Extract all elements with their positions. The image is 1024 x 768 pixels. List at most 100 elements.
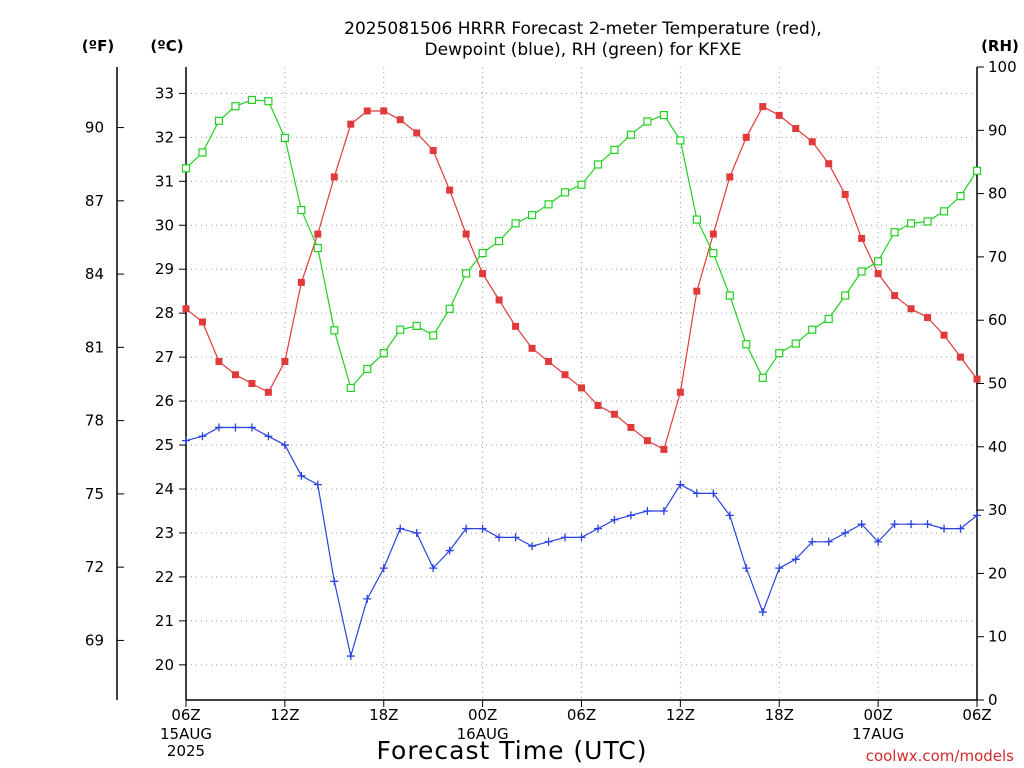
rh-point [181,164,191,173]
dewpoint-point [412,528,421,537]
temperature-point [479,270,487,278]
x-tick-label: 12Z [666,706,695,724]
temperature-point [957,353,965,361]
dewpoint-point [231,423,240,432]
y-tick-label-celsius: 27 [155,348,174,366]
y-tick-label-fahrenheit: 72 [85,558,104,576]
rh-point [214,116,224,125]
dewpoint-point [429,564,438,573]
dewpoint-point [956,524,965,533]
temperature-point [215,358,223,366]
dewpoint-point [495,533,504,542]
rh-point [824,314,833,324]
x-tick-label: 06Z [962,706,991,724]
temperature-point [709,230,717,238]
temperature-point [792,125,800,133]
y-tick-label-celsius: 33 [155,84,174,102]
y-tick-label-rh: 100 [988,58,1017,76]
dewpoint-point [890,520,899,529]
dewpoint-point [610,515,619,524]
y-tick-label-celsius: 20 [155,656,174,674]
dewpoint-point [857,520,866,529]
dewpoint-point [313,480,322,489]
rh-point [659,111,668,120]
dewpoint-point [247,423,256,432]
temperature-point [330,173,338,181]
temperature-point [973,375,981,383]
temperature-point [841,190,849,198]
rh-point [725,291,734,300]
y-tick-label-fahrenheit: 69 [85,631,104,649]
y-tick-label-celsius: 24 [155,480,174,498]
rh-point [330,326,339,335]
temperature-point [742,133,750,141]
temperature-point [940,331,948,339]
temperature-point [627,423,635,431]
temperature-point [891,292,899,300]
temperature-point [726,173,734,181]
dewpoint-point [198,432,207,441]
rh-point [906,219,916,228]
rh-point [692,215,701,224]
y-tick-label-fahrenheit: 84 [85,265,104,283]
dewpoint-point [280,441,289,450]
dewpoint-point [363,594,372,603]
dewpoint-point [182,436,190,445]
rh-point [544,200,553,209]
dewpoint-point [544,537,553,546]
temperature-series [182,103,981,453]
y-tick-label-rh: 20 [988,564,1007,582]
temperature-point [545,358,553,366]
y-tick-label-celsius: 29 [155,260,174,278]
dewpoint-point [725,511,734,520]
y-tick-label-celsius: 25 [155,436,174,454]
dewpoint-point [445,546,454,555]
unit-celsius-label: (ºC) [150,37,183,55]
dewpoint-point [923,520,932,529]
temperature-point [413,129,421,137]
y-tick-label-celsius: 23 [155,524,174,542]
rh-point [742,340,751,349]
dewpoint-series [182,423,981,661]
dewpoint-point [775,564,784,573]
temperature-point [248,380,256,387]
temperature-point [462,230,470,238]
dewpoint-point [626,511,635,520]
dewpoint-point [709,489,718,498]
dewpoint-point [791,555,800,564]
temperature-point [808,138,816,146]
dewpoint-point [330,577,339,586]
gridlines [186,67,977,700]
rh-point [775,349,784,358]
rh-point [890,228,899,237]
dewpoint-point [593,524,602,533]
x-tick-label: 06Z [171,706,200,724]
temperature-point [610,410,618,418]
temperature-point [693,287,701,295]
temperature-point [775,111,783,119]
rh-point [247,95,257,105]
temperature-point [643,437,651,445]
y-tick-label-rh: 30 [988,501,1007,519]
rh-point [857,267,866,276]
temperature-point [924,314,932,322]
temperature-point [759,103,767,111]
y-tick-label-rh: 70 [988,248,1007,266]
rh-point [478,249,487,258]
y-tick-label-rh: 10 [988,628,1007,646]
dewpoint-point [907,520,916,529]
dewpoint-point [214,423,223,432]
temperature-point [380,107,388,115]
y-tick-label-celsius: 21 [155,612,174,630]
rh-point [841,291,850,300]
temperature-point [446,186,454,194]
rh-point [495,236,504,246]
temperature-point [182,305,190,313]
dewpoint-point [758,608,767,617]
rh-point [709,249,718,258]
rh-point [758,373,767,382]
dewpoint-point [692,489,701,498]
dewpoint-point [808,537,817,546]
temperature-point [858,234,866,242]
